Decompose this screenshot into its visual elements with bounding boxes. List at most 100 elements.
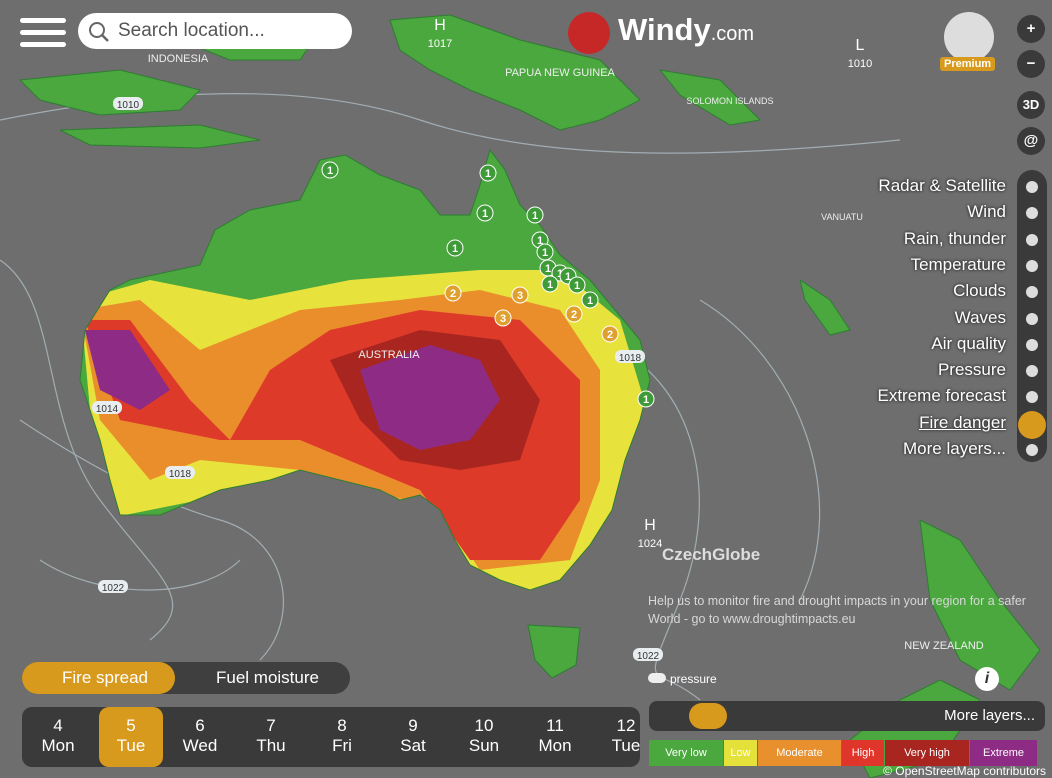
info-button[interactable]: i bbox=[975, 667, 999, 691]
layer-icon bbox=[1026, 207, 1038, 220]
pressure-value: 1024 bbox=[638, 538, 662, 550]
isobar-label-bg bbox=[633, 648, 663, 661]
fire-layer-icon[interactable] bbox=[689, 703, 727, 729]
pressure-toggle[interactable]: pressure bbox=[648, 672, 717, 686]
pressure-type: H bbox=[434, 17, 446, 34]
day[interactable]: 10 Sun bbox=[454, 707, 514, 767]
day-date: 12 bbox=[616, 716, 636, 735]
layer-icon bbox=[1026, 444, 1038, 456]
day[interactable]: 6 Wed bbox=[170, 707, 230, 767]
tab[interactable]: Fuel moisture bbox=[216, 668, 319, 687]
day[interactable]: 9 Sat bbox=[383, 707, 443, 767]
attribution: CzechGlobe bbox=[662, 545, 761, 564]
layer-item[interactable]: Air quality bbox=[931, 333, 1006, 353]
isobar-label-bg bbox=[113, 97, 143, 110]
day-date: 4 bbox=[53, 716, 63, 735]
map-label: AUSTRALIA bbox=[358, 349, 420, 361]
isobar-label: 1022 bbox=[637, 651, 660, 662]
fire-marker-label: 1 bbox=[643, 394, 649, 406]
layer-icon bbox=[1026, 391, 1038, 404]
map-label: SOLOMON ISLANDS bbox=[686, 96, 773, 106]
layer-item[interactable]: Clouds bbox=[953, 281, 1006, 301]
fire-marker bbox=[568, 276, 586, 294]
legend-item: Extreme bbox=[970, 740, 1037, 766]
day-weekday: Tue bbox=[611, 736, 641, 755]
fire-marker-label: 1 bbox=[545, 263, 551, 275]
info-text: Help us to monitor fire and drought impa… bbox=[648, 594, 1026, 626]
day-weekday: Tue bbox=[116, 736, 146, 755]
layer-icon bbox=[1026, 286, 1038, 299]
fire-marker bbox=[511, 286, 529, 304]
layer-icon bbox=[1026, 259, 1038, 272]
fire-marker-label: 1 bbox=[547, 279, 553, 291]
day-weekday: Mon bbox=[41, 736, 75, 755]
more-layers-bottom[interactable]: More layers... bbox=[944, 707, 1035, 724]
fire-marker-label: 2 bbox=[607, 329, 613, 341]
fire-marker bbox=[476, 204, 494, 222]
day-weekday: Thu bbox=[256, 736, 286, 755]
layer-icon bbox=[1026, 181, 1038, 193]
fire-marker-label: 1 bbox=[327, 165, 333, 177]
view-3d[interactable]: 3D bbox=[1017, 91, 1045, 119]
isobar-label-bg bbox=[165, 466, 195, 479]
fire-marker-label: 1 bbox=[485, 168, 491, 180]
day-date: 9 bbox=[408, 716, 418, 735]
fire-marker-label: 1 bbox=[537, 235, 543, 247]
isobar-label: 1010 bbox=[117, 100, 140, 111]
day[interactable]: 4 Mon bbox=[28, 707, 88, 767]
pressure-type: H bbox=[644, 517, 656, 534]
logo: Windy.com bbox=[618, 12, 754, 48]
fire-marker-label: 1 bbox=[532, 210, 538, 222]
fire-marker-label: 1 bbox=[587, 295, 593, 307]
day[interactable]: 7 Thu bbox=[241, 707, 301, 767]
search-box[interactable]: Search location... bbox=[78, 13, 352, 49]
menu-button[interactable] bbox=[20, 18, 66, 48]
isobar-label: 1014 bbox=[96, 404, 119, 415]
layer-icon bbox=[1026, 338, 1038, 351]
fire-marker bbox=[541, 275, 559, 293]
legend-item: Moderate bbox=[758, 740, 841, 766]
isobar-label-bg bbox=[92, 401, 122, 414]
fire-marker bbox=[536, 243, 554, 261]
layer-item[interactable]: Radar & Satellite bbox=[878, 176, 1006, 195]
avatar[interactable] bbox=[944, 12, 994, 62]
layer-item[interactable]: Waves bbox=[954, 307, 1006, 327]
layer-item[interactable]: More layers... bbox=[903, 439, 1006, 458]
fire-marker-label: 1 bbox=[542, 247, 548, 259]
zoom-in[interactable]: + bbox=[1017, 15, 1045, 43]
map-label: NEW ZEALAND bbox=[904, 640, 984, 652]
fire-marker-label: 1 bbox=[452, 243, 458, 255]
layer-item[interactable]: Wind bbox=[967, 202, 1006, 222]
layer-item[interactable]: Extreme forecast bbox=[877, 386, 1007, 406]
bottom-menu: More layers... bbox=[649, 701, 1045, 731]
fire-marker-label: 3 bbox=[500, 313, 506, 325]
tab-bar: Fire spread Fuel moisture bbox=[22, 662, 350, 694]
fire-marker-label: 2 bbox=[450, 288, 456, 300]
fire-marker-label: 3 bbox=[517, 290, 523, 302]
isobar-label-bg bbox=[615, 350, 645, 363]
layer-item[interactable]: Temperature bbox=[910, 254, 1006, 274]
logo-suffix: .com bbox=[710, 23, 755, 45]
fire-marker bbox=[565, 305, 583, 323]
isobar-label: 1018 bbox=[619, 353, 642, 364]
storm-button[interactable]: @ bbox=[1017, 127, 1045, 155]
day-weekday: Fri bbox=[332, 736, 352, 755]
layer-item[interactable]: Pressure bbox=[937, 360, 1006, 380]
day-weekday: Mon bbox=[538, 736, 572, 755]
fire-marker bbox=[444, 284, 462, 302]
zoom-out[interactable]: − bbox=[1017, 50, 1045, 78]
layer-item[interactable]: Rain, thunder bbox=[903, 228, 1006, 248]
day[interactable]: 12 Tue bbox=[596, 707, 656, 767]
day-date: 8 bbox=[337, 716, 347, 735]
tab[interactable]: Fire spread bbox=[22, 662, 175, 694]
legend-item: Low bbox=[724, 740, 757, 766]
map-label: PAPUA NEW GUINEA bbox=[505, 67, 615, 79]
isobars bbox=[0, 93, 901, 701]
day[interactable]: 11 Mon bbox=[525, 707, 585, 767]
day-date: 7 bbox=[266, 716, 276, 735]
day[interactable]: 5 Tue bbox=[99, 707, 163, 767]
day[interactable]: 8 Fri bbox=[312, 707, 372, 767]
layer-item[interactable]: Fire danger bbox=[919, 412, 1006, 432]
layer-active-icon bbox=[1018, 410, 1046, 439]
